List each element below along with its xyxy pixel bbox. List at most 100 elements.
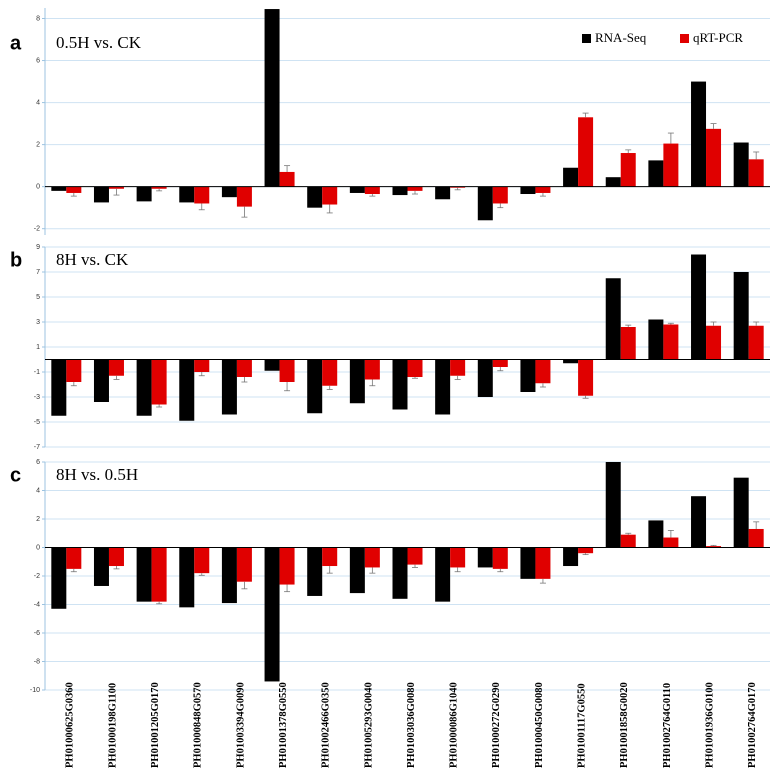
bar — [349, 186, 365, 193]
bar — [605, 462, 621, 548]
bar — [364, 547, 380, 568]
bar — [136, 359, 152, 416]
bar — [236, 359, 252, 377]
x-tick-label: PH01002764G0170 — [747, 682, 758, 768]
bar — [407, 359, 423, 377]
y-tick-label: 0 — [36, 544, 40, 551]
panel-title: 0.5H vs. CK — [56, 33, 142, 52]
bar — [535, 186, 551, 193]
bar — [136, 547, 152, 602]
y-tick-label: -2 — [34, 573, 40, 580]
bar — [179, 186, 195, 203]
y-tick-label: 2 — [36, 141, 40, 148]
panel-title: 8H vs. CK — [56, 250, 129, 269]
bar — [221, 547, 237, 604]
bar — [108, 186, 124, 189]
y-tick-label: -8 — [34, 658, 40, 665]
legend-swatch — [582, 34, 591, 43]
bar — [435, 186, 451, 200]
y-tick-label: 9 — [36, 244, 40, 251]
bar — [364, 186, 380, 195]
x-tick-label: PH01002764G0110 — [662, 683, 673, 768]
bar — [605, 278, 621, 360]
bar — [51, 547, 67, 609]
bar — [93, 186, 109, 203]
bar — [706, 128, 722, 187]
bar — [93, 359, 109, 402]
bar — [563, 167, 579, 187]
x-tick-label: PH01001936G0100 — [704, 682, 715, 768]
x-tick-label: PH01000198G1100 — [107, 683, 118, 768]
bar — [520, 359, 536, 392]
y-tick-label: -5 — [34, 419, 40, 426]
x-tick-label: PH01000848G0570 — [193, 682, 204, 768]
bar — [307, 359, 323, 414]
bar — [66, 359, 82, 382]
bar — [307, 186, 323, 208]
bar — [578, 117, 594, 187]
y-tick-label: -4 — [34, 601, 40, 608]
bar — [663, 324, 679, 360]
bar — [66, 547, 82, 569]
y-tick-label: -3 — [34, 394, 40, 401]
bar — [179, 359, 195, 421]
bar — [733, 272, 749, 360]
legend-label: qRT-PCR — [693, 30, 743, 45]
bar — [221, 186, 237, 198]
bar — [221, 359, 237, 415]
bar — [733, 142, 749, 187]
bar — [691, 254, 707, 360]
bar — [236, 186, 252, 207]
bar — [748, 528, 764, 548]
y-tick-label: 4 — [36, 99, 40, 106]
bar — [620, 153, 636, 187]
x-tick-label: PH01002466G0350 — [321, 682, 332, 768]
bar — [706, 325, 722, 360]
bar — [151, 186, 167, 189]
y-tick-label: 1 — [36, 344, 40, 351]
y-tick-label: 6 — [36, 459, 40, 466]
bar — [578, 547, 594, 554]
bar — [151, 359, 167, 405]
bar — [648, 319, 664, 360]
y-tick-label: 6 — [36, 57, 40, 64]
bar — [563, 547, 579, 567]
bar — [392, 186, 408, 196]
legend-label: RNA-Seq — [595, 30, 647, 45]
panel-label: a — [10, 32, 22, 54]
y-tick-label: 5 — [36, 294, 40, 301]
bar — [520, 547, 536, 579]
y-tick-label: 7 — [36, 269, 40, 276]
bar — [179, 547, 195, 608]
bar — [450, 359, 466, 376]
bar — [620, 534, 636, 548]
panel-title: 8H vs. 0.5H — [56, 465, 138, 484]
bar — [66, 186, 82, 193]
bar — [392, 547, 408, 599]
x-tick-label: PH01003036G0080 — [406, 682, 417, 768]
bar — [435, 359, 451, 415]
bar — [279, 547, 295, 585]
y-tick-label: -7 — [34, 444, 40, 451]
bar — [136, 186, 152, 202]
y-tick-label: 8 — [36, 15, 40, 22]
x-tick-label: PH01000272G0290 — [491, 682, 502, 768]
bar — [279, 171, 295, 187]
y-tick-label: 3 — [36, 319, 40, 326]
bar — [407, 186, 423, 191]
y-tick-label: 0 — [36, 184, 40, 191]
bar — [194, 186, 210, 204]
bar — [691, 81, 707, 187]
bar — [264, 9, 280, 187]
legend-swatch — [680, 34, 689, 43]
bar — [51, 186, 67, 191]
x-tick-label: PH01001858G0020 — [619, 682, 630, 768]
bar — [194, 547, 210, 574]
bar — [520, 186, 536, 195]
y-tick-label: 2 — [36, 516, 40, 523]
bar — [477, 186, 493, 221]
y-tick-label: 4 — [36, 487, 40, 494]
bar — [706, 546, 722, 548]
bar — [364, 359, 380, 380]
